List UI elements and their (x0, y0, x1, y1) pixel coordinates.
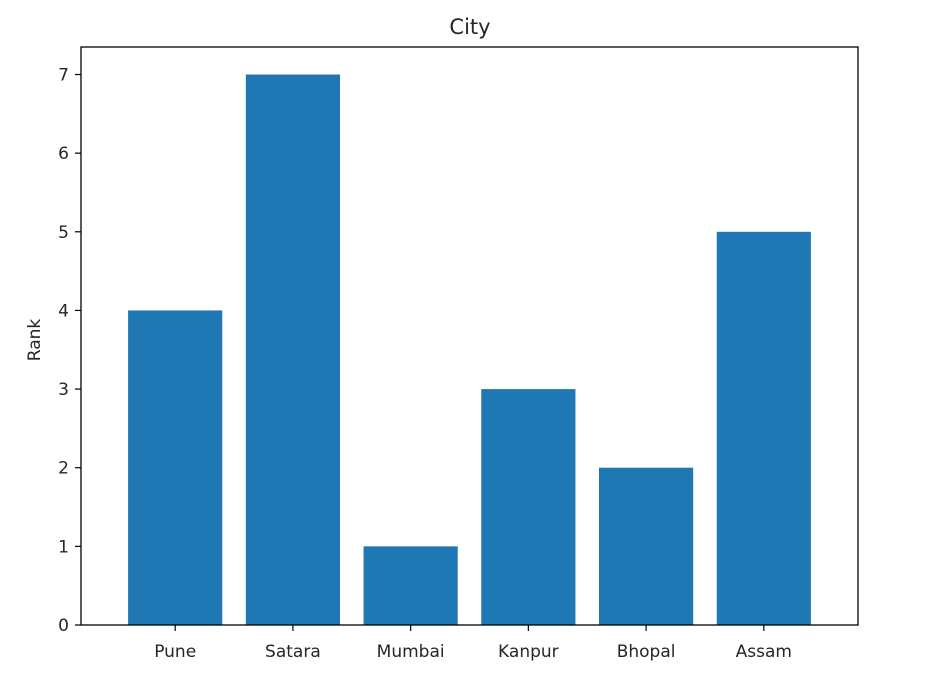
x-tick-label: Satara (265, 642, 321, 662)
x-tick-label: Assam (736, 642, 792, 662)
bar-satara (245, 74, 340, 625)
y-tick-label: 1 (58, 537, 69, 557)
x-tick-label: Kanpur (498, 642, 559, 662)
chart-title: City (449, 15, 490, 39)
bars-group (128, 74, 811, 626)
bar-mumbai (363, 546, 458, 625)
y-tick-label: 0 (58, 616, 69, 636)
y-tick-label: 4 (58, 301, 69, 321)
y-tick-label: 5 (58, 223, 69, 243)
y-axis-label: Rank (25, 319, 45, 362)
y-tick-label: 6 (58, 144, 69, 164)
y-tick-label: 2 (58, 459, 69, 479)
bar-bhopal (599, 467, 694, 625)
bar-pune (128, 310, 223, 625)
x-tick-label: Mumbai (377, 642, 445, 662)
y-axis-ticks: 0 1 2 3 4 5 6 7 (58, 66, 81, 636)
x-axis-ticks: Pune Satara Mumbai Kanpur Bhopal Assam (154, 625, 792, 662)
y-tick-label: 7 (58, 66, 69, 86)
x-tick-label: Pune (154, 642, 196, 662)
bar-kanpur (481, 389, 576, 625)
plot-area-frame (80, 46, 859, 626)
y-tick-label: 3 (58, 380, 69, 400)
x-tick-label: Bhopal (617, 642, 676, 662)
bar-assam (716, 231, 811, 626)
